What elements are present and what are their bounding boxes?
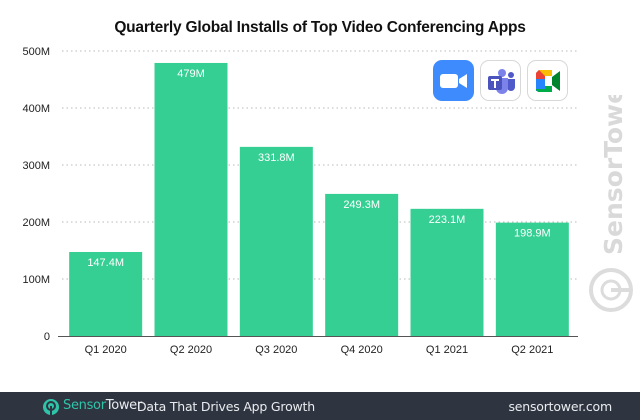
data-label: 147.4M	[87, 257, 124, 269]
bars	[69, 62, 569, 336]
data-label: 479M	[177, 68, 205, 80]
x-axis: Q1 2020 Q2 2020 Q3 2020 Q4 2020 Q1 2021 Q2 20…	[58, 336, 578, 356]
sensortower-logo-icon	[43, 399, 59, 415]
x-tick-label: Q1 2021	[426, 344, 468, 356]
footer-bar: SensorTower Data That Drives App Growth …	[0, 392, 640, 420]
data-label: 223.1M	[429, 214, 466, 226]
y-tick-label: 100M	[22, 274, 50, 286]
x-tick-label: Q2 2020	[170, 344, 212, 356]
x-tick-label: Q2 2021	[511, 344, 553, 356]
footer-url[interactable]: sensortower.com	[508, 399, 612, 414]
gridlines	[62, 50, 578, 280]
brand-sensor: Sensor	[63, 398, 106, 413]
y-tick-label: 0	[44, 331, 50, 343]
x-tick-label: Q3 2020	[255, 344, 297, 356]
chart-title: Quarterly Global Installs of Top Video C…	[114, 19, 526, 36]
brand-tower: Tower	[105, 398, 142, 413]
y-tick-label: 300M	[22, 160, 50, 172]
sensortower-watermark: SensorTower	[589, 95, 633, 312]
data-labels: 147.4M 479M 331.8M 249.3M 223.1M 198.9M	[87, 68, 550, 269]
watermark-logo-icon	[589, 268, 633, 312]
google-meet-icon	[527, 60, 568, 101]
y-tick-label: 400M	[22, 103, 50, 115]
zoom-icon	[433, 60, 474, 101]
x-tick-label: Q4 2020	[341, 344, 383, 356]
data-label: 249.3M	[343, 199, 380, 211]
footer-brand: SensorTower	[63, 398, 142, 413]
y-axis: 0 100M 200M 300M 400M 500M	[22, 46, 50, 343]
bar	[239, 146, 313, 336]
data-label: 331.8M	[258, 152, 295, 164]
y-tick-label: 500M	[22, 46, 50, 58]
teams-icon	[480, 60, 521, 101]
bar	[325, 193, 399, 336]
x-tick-label: Q1 2020	[85, 344, 127, 356]
bar	[69, 251, 143, 336]
app-icons	[433, 60, 568, 102]
y-tick-label: 200M	[22, 217, 50, 229]
footer-tagline: Data That Drives App Growth	[137, 399, 315, 414]
bar	[495, 222, 569, 336]
watermark-text: SensorTower	[599, 95, 628, 255]
bar-chart: 0 100M 200M 300M 400M 500M 147.4M 479M 331.8M 24…	[22, 46, 578, 356]
bar	[410, 208, 484, 336]
data-label: 198.9M	[514, 228, 551, 240]
bar	[154, 62, 228, 336]
